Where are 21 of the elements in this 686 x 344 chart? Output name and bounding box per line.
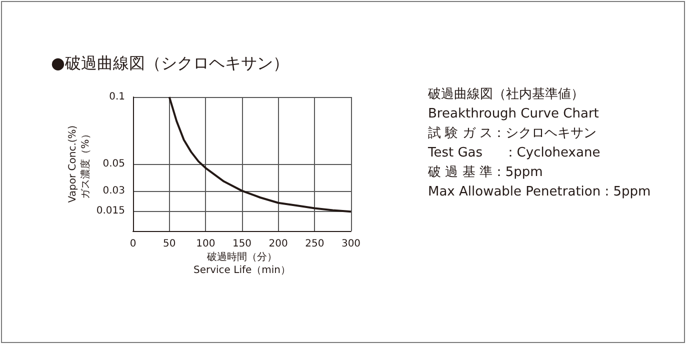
x-tick-label: 300 bbox=[341, 238, 361, 250]
x-tick-label: 250 bbox=[305, 238, 324, 250]
x-tick-label: 150 bbox=[232, 238, 252, 250]
text: Breakthrough Curve Chart bbox=[428, 106, 599, 122]
y-tick-label: 0.03 bbox=[102, 185, 125, 196]
text: 試 験 ガ ス：シクロヘキサン bbox=[428, 126, 596, 141]
x-tick-label: 0 bbox=[130, 238, 136, 250]
y-axis-title: Vapor Conc.(%) ガス濃度（%） bbox=[67, 125, 92, 203]
chart-title: ●破過曲線図（シクロヘキサン） bbox=[51, 54, 289, 72]
y-tick-label: 0.05 bbox=[102, 158, 125, 170]
text: 破過曲線図（社内基準値） bbox=[427, 87, 584, 102]
y-tick-label: 0.1 bbox=[109, 92, 125, 102]
y-tick-label: 0.015 bbox=[96, 205, 125, 216]
text: 破 過 基 準：5ppm bbox=[427, 165, 543, 180]
text: Test Gas ：Cyclohexane bbox=[427, 146, 600, 160]
x-tick-label: 50 bbox=[162, 238, 176, 250]
line-series bbox=[168, 96, 352, 213]
text: Max Allowable Penetration : 5ppm bbox=[428, 184, 651, 200]
x-tick-label: 100 bbox=[196, 238, 216, 250]
x-axis-title: 破過時間（分） Service Life（min） bbox=[193, 251, 291, 276]
x-tick-label: 200 bbox=[268, 238, 288, 250]
